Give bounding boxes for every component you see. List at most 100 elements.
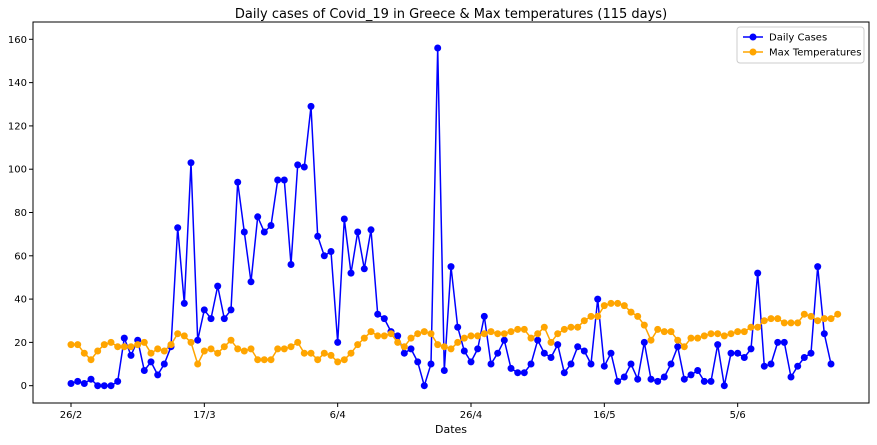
data-point-daily-cases — [280, 176, 288, 184]
data-point-max-temperatures — [194, 360, 202, 368]
data-point-daily-cases — [554, 341, 562, 349]
data-point-max-temperatures — [540, 323, 548, 331]
data-point-max-temperatures — [740, 328, 748, 336]
data-point-max-temperatures — [494, 330, 502, 338]
data-point-max-temperatures — [207, 345, 215, 353]
data-point-max-temperatures — [280, 345, 288, 353]
data-point-daily-cases — [194, 336, 202, 344]
data-point-max-temperatures — [154, 345, 162, 353]
data-point-max-temperatures — [240, 347, 248, 355]
data-point-daily-cases — [700, 377, 708, 385]
data-point-max-temperatures — [800, 310, 808, 318]
data-point-max-temperatures — [447, 345, 455, 353]
data-point-max-temperatures — [367, 328, 375, 336]
data-point-max-temperatures — [387, 330, 395, 338]
data-point-max-temperatures — [327, 351, 335, 359]
data-point-max-temperatures — [714, 330, 722, 338]
data-point-daily-cases — [534, 336, 542, 344]
data-point-max-temperatures — [780, 319, 788, 327]
data-point-max-temperatures — [80, 349, 88, 357]
data-point-daily-cases — [120, 334, 128, 342]
data-point-max-temperatures — [334, 358, 342, 366]
data-point-max-temperatures — [454, 338, 462, 346]
data-point-max-temperatures — [614, 299, 622, 307]
data-point-daily-cases — [274, 176, 282, 184]
data-point-daily-cases — [260, 228, 268, 236]
data-point-daily-cases — [514, 369, 522, 377]
data-point-daily-cases — [714, 341, 722, 349]
data-point-max-temperatures — [574, 323, 582, 331]
data-point-max-temperatures — [260, 356, 268, 364]
data-point-max-temperatures — [787, 319, 795, 327]
data-point-daily-cases — [560, 369, 568, 377]
x-tick-label: 17/3 — [193, 410, 215, 421]
data-point-max-temperatures — [807, 312, 815, 320]
data-point-max-temperatures — [487, 328, 495, 336]
data-point-max-temperatures — [147, 349, 155, 357]
data-point-max-temperatures — [627, 308, 635, 316]
data-point-max-temperatures — [427, 330, 435, 338]
data-point-daily-cases — [234, 178, 242, 186]
data-point-daily-cases — [487, 360, 495, 368]
data-point-max-temperatures — [734, 328, 742, 336]
y-tick-label: 80 — [14, 208, 27, 219]
data-point-daily-cases — [654, 377, 662, 385]
x-tick-label: 6/4 — [330, 410, 346, 421]
data-point-daily-cases — [694, 367, 702, 374]
data-point-max-temperatures — [414, 330, 422, 338]
data-point-max-temperatures — [187, 338, 195, 346]
data-point-daily-cases — [267, 222, 275, 229]
legend-label-max-temperatures: Max Temperatures — [769, 48, 861, 59]
data-point-max-temperatures — [440, 343, 448, 351]
data-point-daily-cases — [420, 382, 428, 390]
data-point-daily-cases — [680, 375, 688, 383]
data-point-max-temperatures — [214, 349, 222, 357]
data-point-max-temperatures — [700, 332, 708, 340]
data-point-max-temperatures — [754, 323, 762, 331]
data-point-max-temperatures — [567, 323, 575, 331]
data-point-max-temperatures — [600, 302, 608, 310]
data-point-max-temperatures — [400, 343, 408, 351]
data-point-daily-cases — [294, 161, 302, 169]
data-point-daily-cases — [614, 377, 622, 385]
data-point-max-temperatures — [140, 338, 148, 346]
data-point-daily-cases — [500, 336, 508, 344]
data-point-daily-cases — [620, 373, 628, 381]
data-point-max-temperatures — [420, 328, 428, 336]
data-point-max-temperatures — [760, 317, 768, 325]
data-point-daily-cases — [414, 358, 422, 366]
data-point-daily-cases — [300, 163, 308, 171]
data-point-daily-cases — [127, 351, 135, 359]
data-point-daily-cases — [67, 380, 75, 387]
data-point-daily-cases — [774, 338, 782, 346]
data-point-max-temperatures — [227, 336, 235, 344]
data-point-daily-cases — [587, 360, 595, 368]
data-point-max-temperatures — [607, 299, 615, 307]
data-point-daily-cases — [200, 306, 208, 314]
y-tick-label: 100 — [8, 165, 27, 176]
data-point-max-temperatures — [467, 332, 475, 340]
data-point-max-temperatures — [814, 317, 822, 325]
data-point-max-temperatures — [254, 356, 262, 364]
data-point-max-temperatures — [594, 312, 602, 320]
data-point-daily-cases — [814, 263, 822, 271]
data-point-daily-cases — [727, 349, 735, 357]
data-point-daily-cases — [660, 373, 668, 381]
data-point-daily-cases — [787, 373, 795, 381]
legend-label-daily-cases: Daily Cases — [769, 33, 827, 44]
data-point-max-temperatures — [274, 345, 282, 353]
y-axis: 0 20 40 60 80 100 120 140 160 — [8, 35, 33, 392]
x-tick-label: 5/6 — [730, 410, 746, 421]
data-point-daily-cases — [427, 360, 435, 368]
y-tick-label: 40 — [14, 295, 27, 306]
data-point-max-temperatures — [794, 319, 802, 327]
data-point-max-temperatures — [267, 356, 275, 364]
data-point-daily-cases — [740, 354, 748, 361]
legend-marker-daily-cases — [749, 33, 757, 41]
series-daily-cases — [67, 44, 835, 390]
data-point-daily-cases — [154, 371, 162, 379]
data-point-max-temperatures — [114, 343, 122, 351]
data-point-daily-cases — [634, 375, 642, 383]
data-point-daily-cases — [140, 367, 148, 374]
